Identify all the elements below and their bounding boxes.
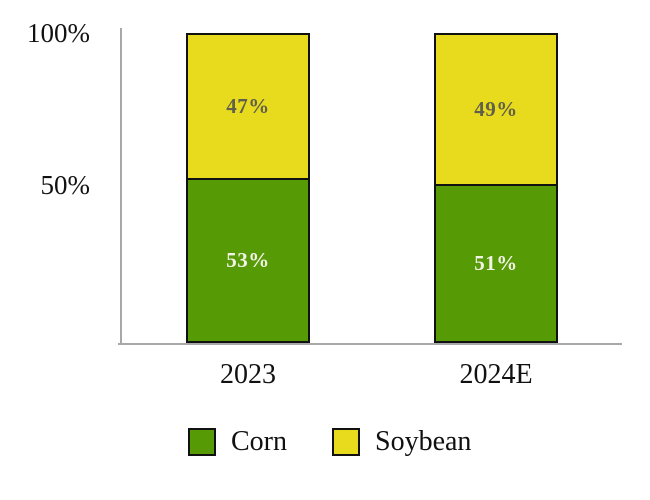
legend-label-corn: Corn bbox=[231, 426, 287, 457]
segment-value-label: 47% bbox=[226, 93, 270, 118]
x-axis-line bbox=[118, 343, 622, 345]
segment-value-label: 49% bbox=[474, 96, 518, 121]
bar-2023: 47% 53% bbox=[186, 33, 310, 343]
segment-value-label: 51% bbox=[474, 250, 518, 275]
corn-swatch-icon bbox=[188, 428, 216, 456]
segment-value-label: 53% bbox=[226, 247, 270, 272]
bar-segment-soybean: 49% bbox=[436, 35, 556, 184]
y-axis-line bbox=[120, 28, 122, 345]
x-axis-label-2024e: 2024E bbox=[459, 359, 533, 390]
legend: Corn Soybean bbox=[188, 426, 471, 458]
y-axis-tick-100: 100% bbox=[27, 18, 90, 48]
bar-segment-soybean: 47% bbox=[188, 35, 308, 178]
bar-2024e: 49% 51% bbox=[434, 33, 558, 343]
legend-entry-soybean: Soybean bbox=[332, 426, 471, 458]
legend-entry-corn: Corn bbox=[188, 426, 287, 458]
bar-segment-corn: 53% bbox=[188, 177, 308, 341]
soybean-swatch-icon bbox=[332, 428, 360, 456]
x-axis-label-2023: 2023 bbox=[220, 359, 276, 390]
y-axis-tick-50: 50% bbox=[40, 170, 91, 200]
legend-label-soybean: Soybean bbox=[375, 426, 472, 457]
bar-segment-corn: 51% bbox=[436, 183, 556, 341]
